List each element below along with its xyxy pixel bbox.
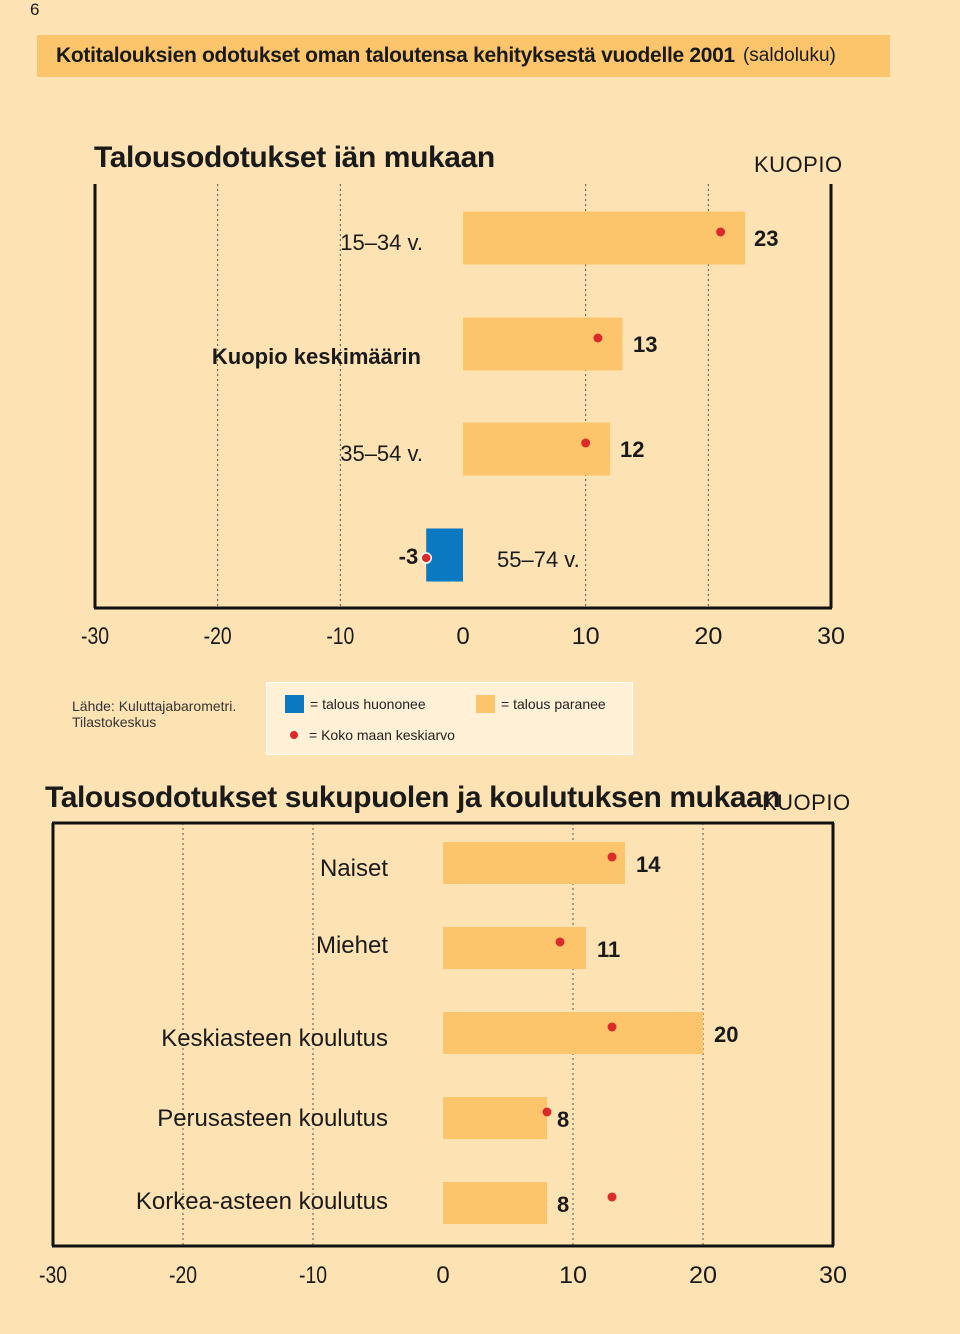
national-average-dot: [555, 937, 565, 947]
chart1-age: -30 -20 -10 0 10 20 30 23 15–34 v. 13 Kuopio keski…: [81, 184, 845, 650]
page-header-banner: Kotitalouksien odotukset oman taloutensa…: [37, 35, 890, 77]
value-label: 8: [557, 1192, 569, 1217]
value-label: 13: [633, 332, 657, 357]
x-tick-label: 10: [559, 1262, 587, 1289]
value-label: 8: [557, 1107, 569, 1132]
source-line1: Lähde: Kuluttajabarometri.: [72, 698, 237, 714]
legend: = talous huononee = talous paranee = Kok…: [266, 682, 633, 755]
category-label: Naiset: [320, 855, 388, 882]
header-subtitle: (saldoluku): [742, 45, 836, 66]
legend-source: Lähde: Kuluttajabarometri. Tilastokeskus: [72, 698, 236, 730]
bar: [463, 317, 623, 371]
x-tick-label: -10: [326, 623, 354, 650]
category-label: Miehet: [316, 932, 388, 959]
national-average-dot: [581, 438, 591, 448]
national-average-dot: [420, 552, 432, 564]
legend-dot: = Koko maan keskiarvo: [285, 727, 455, 743]
national-average-dot: [607, 1192, 617, 1202]
national-average-dot: [607, 852, 617, 862]
x-tick-label: -10: [299, 1262, 327, 1289]
source-line2: Tilastokeskus: [72, 714, 157, 730]
chart1-title: Talousodotukset iän mukaan: [94, 141, 495, 174]
x-tick-label: 0: [456, 623, 469, 650]
bar: [463, 211, 746, 265]
bar: [426, 528, 463, 582]
bar: [463, 422, 611, 476]
bar: [443, 842, 625, 884]
legend-negative-swatch: [285, 695, 304, 713]
bar: [443, 1012, 703, 1054]
national-average-dot: [607, 1022, 617, 1032]
value-label: -3: [399, 544, 419, 569]
x-tick-label: 0: [436, 1262, 449, 1289]
x-tick-label: -30: [39, 1262, 67, 1289]
legend-dot-label: = Koko maan keskiarvo: [309, 727, 455, 743]
bar: [443, 1097, 547, 1139]
x-tick-label: -20: [169, 1262, 197, 1289]
chart2-region: KUOPIO: [762, 790, 851, 815]
legend-positive: = talous paranee: [476, 695, 606, 713]
x-tick-label: 30: [819, 1262, 847, 1289]
chart1-region: KUOPIO: [754, 152, 843, 177]
value-label: 12: [620, 437, 644, 462]
category-label: Korkea-asteen koulutus: [136, 1188, 388, 1215]
category-label: 15–34 v.: [340, 230, 423, 255]
x-tick-label: -30: [81, 623, 109, 650]
value-label: 11: [597, 937, 620, 962]
page-number: 6: [30, 0, 40, 19]
category-label: Kuopio keskimäärin: [212, 344, 421, 369]
header-title: Kotitalouksien odotukset oman taloutensa…: [56, 44, 735, 67]
bar: [443, 927, 586, 969]
x-tick-label: 30: [817, 623, 845, 650]
category-label: 35–54 v.: [340, 441, 423, 466]
legend-positive-label: = talous paranee: [501, 696, 606, 712]
legend-positive-swatch: [476, 695, 495, 713]
x-tick-label: 20: [694, 623, 722, 650]
category-label: Keskiasteen koulutus: [161, 1025, 388, 1052]
category-label: Perusasteen koulutus: [157, 1105, 388, 1132]
bar: [443, 1182, 547, 1224]
value-label: 14: [636, 852, 661, 877]
value-label: 20: [714, 1022, 738, 1047]
national-average-dot: [542, 1107, 552, 1117]
chart2-title: Talousodotukset sukupuolen ja koulutukse…: [45, 781, 781, 814]
national-average-dot: [593, 333, 603, 343]
x-tick-label: 10: [572, 623, 600, 650]
x-tick-label: 20: [689, 1262, 717, 1289]
x-tick-label: -20: [204, 623, 232, 650]
legend-negative: = talous huononee: [285, 695, 426, 713]
legend-negative-label: = talous huononee: [310, 696, 426, 712]
category-label: 55–74 v.: [497, 547, 580, 572]
national-average-dot: [716, 227, 726, 237]
value-label: 23: [754, 226, 778, 251]
legend-dot-marker: [290, 731, 298, 739]
